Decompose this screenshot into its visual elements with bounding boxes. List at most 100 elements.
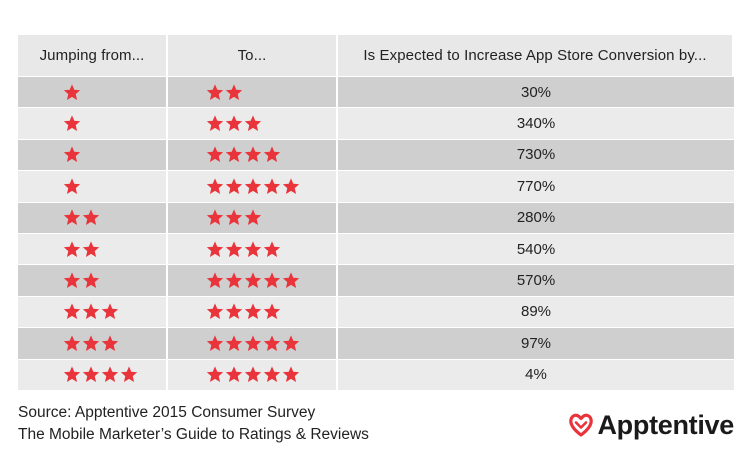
apptentive-logo: Apptentive (569, 405, 734, 445)
star-icon (206, 272, 224, 288)
star-icon (63, 146, 81, 163)
star-icon (282, 272, 300, 288)
from-stars (62, 365, 138, 384)
star-icon (244, 303, 262, 320)
increase-value: 30% (338, 77, 734, 109)
to-rating-cell (168, 139, 338, 172)
increase-value: 570% (338, 265, 734, 297)
star-icon (101, 366, 119, 383)
from-rating-cell (18, 139, 168, 172)
conversion-table-grid: Jumping from... To... Is Expected to Inc… (18, 35, 734, 391)
star-icon (225, 272, 243, 288)
star-icon (82, 335, 100, 351)
from-stars (62, 334, 119, 353)
star-icon (63, 209, 81, 226)
star-icon (63, 272, 81, 288)
from-rating-cell (18, 77, 168, 109)
to-rating-cell (168, 108, 338, 140)
star-icon (244, 335, 262, 351)
column-header-increase: Is Expected to Increase App Store Conver… (338, 35, 734, 77)
increase-value: 730% (338, 139, 734, 172)
conversion-table: Jumping from... To... Is Expected to Inc… (18, 35, 734, 391)
increase-value: 540% (338, 233, 734, 266)
guide-text: The Mobile Marketer’s Guide to Ratings &… (18, 426, 369, 443)
star-icon (225, 84, 243, 100)
from-stars (62, 208, 100, 227)
column-header-to: To... (168, 35, 338, 77)
star-icon (101, 335, 119, 351)
from-rating-cell (18, 296, 168, 329)
from-stars (62, 145, 81, 164)
star-icon (63, 303, 81, 320)
star-icon (120, 366, 138, 383)
star-icon (63, 178, 81, 194)
star-icon (225, 335, 243, 351)
source-text: Source: Apptentive 2015 Consumer Survey (18, 404, 316, 421)
increase-value: 4% (338, 359, 734, 391)
star-icon (82, 241, 100, 257)
footer-source: Source: Apptentive 2015 Consumer Survey … (18, 402, 369, 446)
from-stars (62, 83, 81, 102)
star-icon (225, 209, 243, 226)
to-rating-cell (168, 171, 338, 203)
star-icon (244, 366, 262, 383)
star-icon (63, 115, 81, 132)
star-icon (244, 241, 262, 257)
star-icon (244, 178, 262, 194)
from-rating-cell (18, 202, 168, 234)
star-icon (282, 178, 300, 194)
star-icon (206, 303, 224, 320)
star-icon (244, 146, 262, 163)
to-stars (205, 365, 300, 384)
to-stars (205, 334, 300, 353)
from-stars (62, 240, 100, 259)
to-stars (205, 208, 262, 227)
logo-text: Apptentive (597, 409, 734, 440)
star-icon (206, 84, 224, 100)
star-icon (206, 335, 224, 351)
from-rating-cell (18, 265, 168, 297)
to-stars (205, 240, 281, 259)
star-icon (244, 115, 262, 132)
from-rating-cell (18, 171, 168, 203)
to-rating-cell (168, 77, 338, 109)
increase-value: 280% (338, 202, 734, 234)
from-stars (62, 271, 100, 290)
star-icon (206, 178, 224, 194)
star-icon (225, 115, 243, 132)
from-rating-cell (18, 233, 168, 266)
star-icon (244, 272, 262, 288)
star-icon (101, 303, 119, 320)
from-stars (62, 302, 119, 321)
to-stars (205, 177, 300, 196)
to-rating-cell (168, 296, 338, 329)
to-rating-cell (168, 233, 338, 266)
star-icon (263, 303, 281, 320)
star-icon (82, 209, 100, 226)
star-icon (225, 241, 243, 257)
star-icon (82, 303, 100, 320)
star-icon (206, 115, 224, 132)
star-icon (63, 84, 81, 100)
from-rating-cell (18, 328, 168, 360)
to-stars (205, 302, 281, 321)
star-icon (206, 209, 224, 226)
star-icon (263, 241, 281, 257)
to-stars (205, 114, 262, 133)
to-rating-cell (168, 202, 338, 234)
star-icon (82, 272, 100, 288)
to-stars (205, 271, 300, 290)
star-icon (206, 241, 224, 257)
star-icon (282, 335, 300, 351)
star-icon (263, 146, 281, 163)
increase-value: 770% (338, 171, 734, 203)
to-stars (205, 145, 281, 164)
star-icon (225, 178, 243, 194)
star-icon (263, 335, 281, 351)
star-icon (263, 366, 281, 383)
to-rating-cell (168, 265, 338, 297)
heart-icon (569, 413, 594, 437)
star-icon (82, 366, 100, 383)
star-icon (263, 272, 281, 288)
star-icon (63, 241, 81, 257)
